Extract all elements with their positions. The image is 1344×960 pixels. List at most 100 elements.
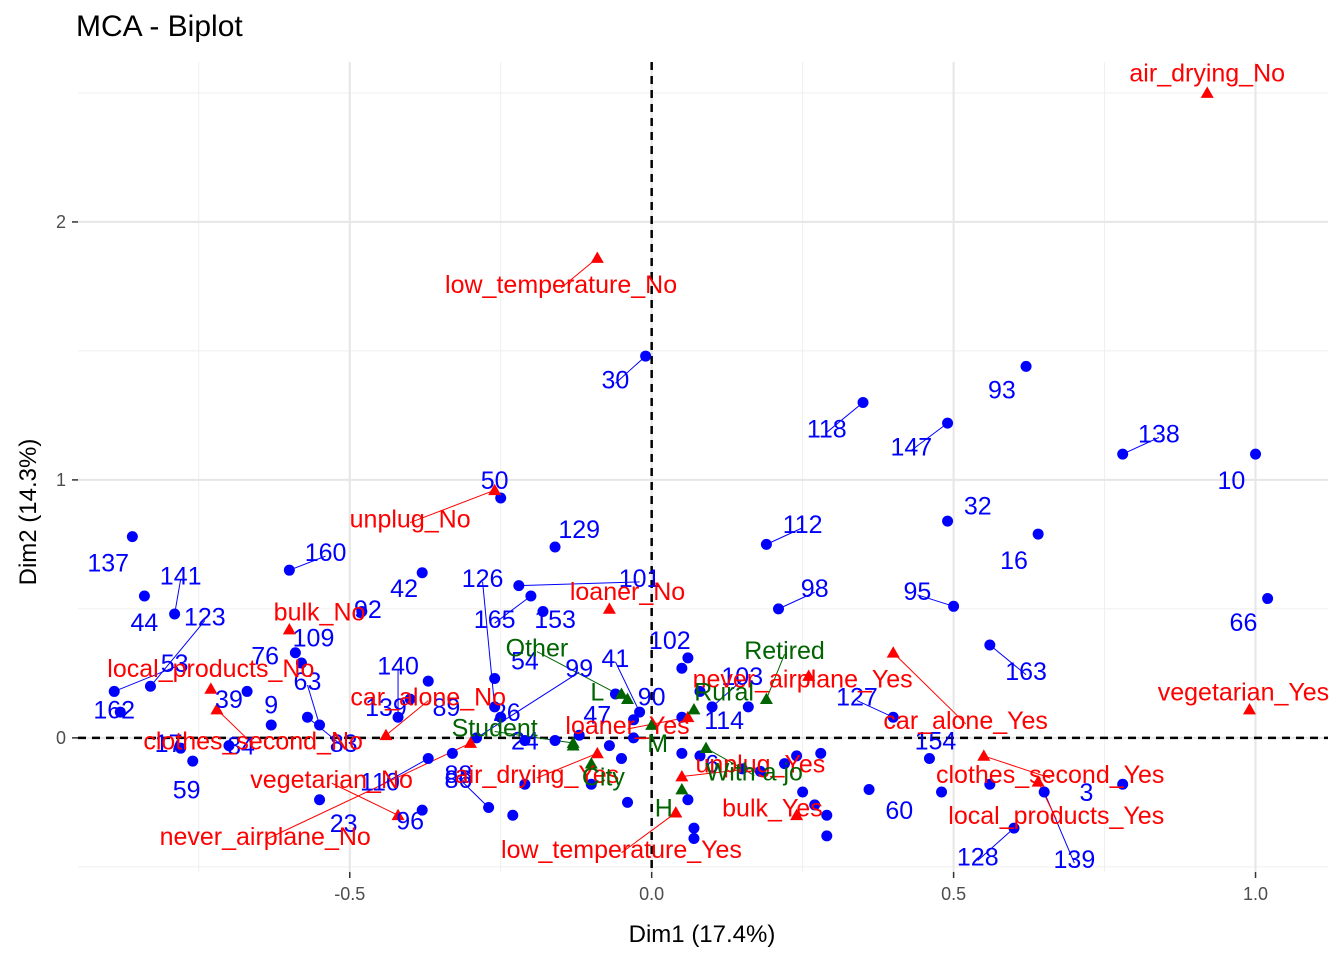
individual-leader [711,679,743,708]
individual-leader [614,661,641,713]
individual-point [815,747,827,759]
individual-point [772,603,784,615]
x-tick-label: 1.0 [1243,884,1268,904]
individual-label: 89 [432,694,460,722]
variable-category-label: car_alone_Yes [883,707,1048,735]
individual-point [984,778,996,790]
individual-label: 110 [360,769,400,797]
individual-label: 47 [583,702,611,730]
individual-point [295,657,307,669]
individual-label: 50 [481,467,509,495]
individual-point [706,701,718,713]
individual-point [265,719,277,731]
individual-point [513,580,525,592]
variable-category-label: never_airplane_No [160,823,371,851]
variable-category-leader [331,782,399,816]
reference-lines [78,62,1328,872]
individual-point [283,564,295,576]
individual-label: 109 [293,624,335,652]
individual-point [628,714,640,726]
variable-category-label: unplug_No [350,506,471,534]
individual-point [223,740,235,752]
individual-point [519,778,531,790]
individual-point [416,567,428,579]
individual-point [694,750,706,762]
supplementary-category-label: M [647,730,668,758]
individual-point [1262,593,1274,605]
variable-category-point [681,710,695,723]
individual-label: 60 [885,797,913,825]
individual-point [760,538,772,550]
variable-category-point [1200,86,1214,98]
individual-point [688,822,700,834]
individual-point [942,417,954,429]
individual-point [887,711,899,723]
individual-point [676,747,688,759]
individual-point [863,783,875,795]
individual-label: 88 [445,761,473,789]
individual-leader [518,581,640,587]
individual-point [126,531,138,543]
variable-category-label: vegetarian_Yes [1158,678,1329,706]
individual-point [622,796,634,808]
variable-category-label: local_products_No [107,655,314,683]
individual-leader [114,666,175,692]
individual-leader [174,579,182,615]
variable-category-leader [560,257,598,289]
supplementary-category-label: H [655,795,673,823]
individual-point [640,350,652,362]
individual-label: 165 [474,606,516,634]
individual-label: 141 [160,562,202,590]
individual-point [688,832,700,844]
individual-point [392,711,404,723]
variable-category-leader [409,489,495,524]
supplementary-category-point [614,687,628,699]
individual-point [1008,822,1020,834]
individual-label: 147 [890,433,932,461]
supplementary-category-leader [765,653,785,700]
individual-label: 127 [836,684,878,712]
variable-category-leader [892,652,967,725]
individual-point [489,673,501,685]
supplementary-category-label: Rural [694,678,754,706]
individual-point [1117,448,1129,460]
variable-category-point [391,808,405,821]
individual-label: 128 [957,844,999,872]
individual-point [144,680,156,692]
individual-point [483,802,495,814]
individual-label: 114 [704,707,744,735]
x-axis-title: Dim1 (17.4%) [629,921,776,948]
individual-point [356,605,368,617]
variable-category-leader [385,700,429,736]
individual-point [549,541,561,553]
supplementary-category-point [675,782,689,795]
individual-point [549,734,561,746]
individual-point [1032,528,1044,540]
individual-point [489,701,501,713]
individual-label: 101 [619,565,661,593]
individual-label: 129 [558,516,600,544]
y-axis-title: Dim2 (14.3%) [15,439,42,586]
individual-label: 44 [131,609,159,637]
variable-category-point [1031,775,1045,787]
individual-point [289,647,301,659]
individual-point [495,711,507,723]
individual-label: 96 [396,807,424,835]
individual-label: 103 [721,663,763,691]
y-tick-label: 1 [56,470,66,490]
variable-category-leader [216,709,254,745]
variable-category-point [379,728,393,741]
individual-point [314,794,326,806]
individual-label: 140 [377,653,419,681]
individual-point [507,809,519,821]
variable-category-label: loaner_No [570,578,685,606]
individual-point [138,590,150,602]
individual-point [634,706,646,718]
individual-label: 53 [161,650,189,678]
individual-label: 139 [1054,846,1096,874]
individual-label: 90 [638,684,666,712]
individual-leader [379,758,429,787]
individual-label: 41 [602,645,630,673]
variable-category-label: clothes_second_No [143,727,363,755]
individual-point [694,685,706,697]
